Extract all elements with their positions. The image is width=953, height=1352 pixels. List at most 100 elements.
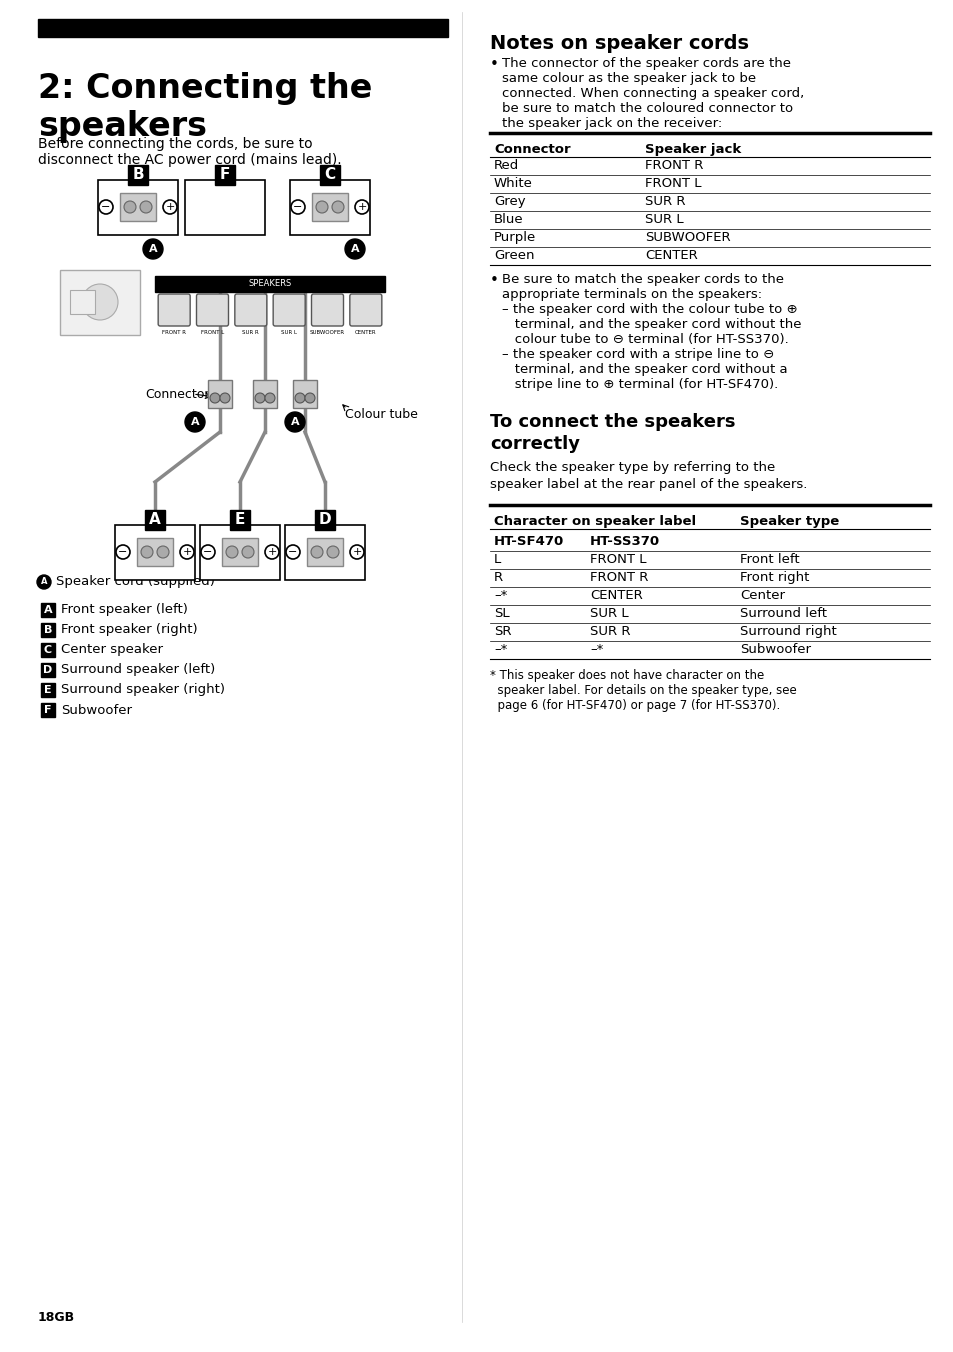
Bar (98, 180, 178, 234)
Circle shape (294, 393, 305, 403)
Text: •: • (490, 273, 498, 288)
Bar (314, 510, 335, 530)
Circle shape (201, 545, 214, 558)
Text: White: White (494, 177, 533, 191)
Text: SR: SR (494, 625, 511, 638)
Text: CENTER: CENTER (589, 589, 642, 602)
Text: CENTER: CENTER (644, 249, 697, 262)
Text: A: A (44, 604, 52, 615)
Text: L: L (494, 553, 500, 566)
Text: A: A (351, 243, 359, 254)
Text: F: F (219, 168, 230, 183)
Bar (41, 603, 55, 617)
Text: terminal, and the speaker cord without the: terminal, and the speaker cord without t… (501, 318, 801, 331)
Text: –*: –* (494, 644, 507, 656)
Text: FRONT L: FRONT L (644, 177, 700, 191)
Circle shape (254, 393, 265, 403)
Text: D: D (318, 512, 331, 527)
Text: Red: Red (494, 160, 518, 172)
FancyBboxPatch shape (350, 293, 381, 326)
Text: same colour as the speaker jack to be: same colour as the speaker jack to be (501, 72, 756, 85)
Text: SUR L: SUR L (644, 214, 683, 226)
Bar (41, 662, 55, 677)
Text: +: + (182, 548, 192, 557)
Circle shape (163, 200, 177, 214)
Text: terminal, and the speaker cord without a: terminal, and the speaker cord without a (501, 362, 787, 376)
Text: A: A (41, 577, 48, 587)
Text: SPEAKERS: SPEAKERS (248, 280, 292, 288)
Circle shape (265, 393, 274, 403)
Circle shape (220, 393, 230, 403)
Text: –*: –* (494, 589, 507, 602)
Bar (128, 165, 148, 184)
FancyBboxPatch shape (273, 293, 305, 326)
Text: −: − (101, 201, 111, 212)
Text: +: + (267, 548, 276, 557)
Text: Before connecting the cords, be sure to
disconnect the AC power cord (mains lead: Before connecting the cords, be sure to … (38, 137, 341, 168)
Text: stripe line to ⊕ terminal (for HT-SF470).: stripe line to ⊕ terminal (for HT-SF470)… (501, 379, 778, 391)
Text: Grey: Grey (494, 195, 525, 208)
Text: −: − (288, 548, 297, 557)
Bar (312, 193, 348, 220)
Circle shape (265, 545, 278, 558)
Circle shape (355, 200, 369, 214)
Circle shape (350, 545, 364, 558)
Text: Colour tube: Colour tube (345, 407, 417, 420)
Text: Center: Center (740, 589, 784, 602)
FancyBboxPatch shape (196, 293, 229, 326)
Text: Surround speaker (left): Surround speaker (left) (61, 664, 215, 676)
Text: −: − (203, 548, 213, 557)
Text: R: R (494, 571, 502, 584)
Text: Subwoofer: Subwoofer (740, 644, 810, 656)
Text: SUR L: SUR L (589, 607, 628, 621)
Bar (154, 276, 385, 292)
Circle shape (141, 546, 152, 558)
Text: B: B (132, 168, 144, 183)
Text: Check the speaker type by referring to the
speaker label at the rear panel of th: Check the speaker type by referring to t… (490, 461, 806, 491)
Text: Purple: Purple (494, 231, 536, 243)
Text: SUR R: SUR R (589, 625, 630, 638)
Text: Speaker jack: Speaker jack (644, 143, 740, 155)
Text: speaker label. For details on the speaker type, see: speaker label. For details on the speake… (490, 684, 796, 698)
Circle shape (37, 575, 51, 589)
Text: Connector: Connector (145, 388, 210, 400)
Bar (200, 525, 280, 580)
Bar (115, 525, 194, 580)
Circle shape (285, 412, 305, 433)
Text: HT-SF470: HT-SF470 (494, 535, 563, 548)
Text: connected. When connecting a speaker cord,: connected. When connecting a speaker cor… (501, 87, 803, 100)
Bar (319, 165, 339, 184)
Text: – the speaker cord with the colour tube to ⊕: – the speaker cord with the colour tube … (501, 303, 797, 316)
Circle shape (210, 393, 220, 403)
Text: Connector: Connector (494, 143, 570, 155)
Text: FRONT R: FRONT R (644, 160, 702, 172)
Text: page 6 (for HT-SF470) or page 7 (for HT-SS370).: page 6 (for HT-SF470) or page 7 (for HT-… (490, 699, 780, 713)
Text: Surround left: Surround left (740, 607, 826, 621)
Bar (38, 19, 448, 37)
Bar (222, 538, 257, 566)
Text: Speaker type: Speaker type (740, 515, 839, 529)
Circle shape (143, 239, 163, 260)
Text: B: B (44, 625, 52, 635)
Text: 2: Connecting the
speakers: 2: Connecting the speakers (38, 72, 372, 143)
Circle shape (82, 284, 118, 320)
Text: SUR R: SUR R (242, 330, 259, 335)
Text: −: − (293, 201, 302, 212)
Text: Front speaker (left): Front speaker (left) (61, 603, 188, 617)
Text: SUR L: SUR L (281, 330, 296, 335)
Text: SUBWOOFER: SUBWOOFER (644, 231, 730, 243)
Text: Notes on speaker cords: Notes on speaker cords (490, 34, 748, 53)
Text: The connector of the speaker cords are the: The connector of the speaker cords are t… (501, 57, 790, 70)
Circle shape (116, 545, 130, 558)
Circle shape (242, 546, 253, 558)
Bar (137, 538, 172, 566)
Text: Front right: Front right (740, 571, 808, 584)
Circle shape (99, 200, 112, 214)
Text: Be sure to match the speaker cords to the: Be sure to match the speaker cords to th… (501, 273, 783, 287)
Text: D: D (43, 665, 52, 675)
Bar (145, 510, 165, 530)
Bar (70, 289, 95, 314)
Bar (293, 380, 316, 408)
Bar (60, 269, 140, 334)
Bar (214, 165, 234, 184)
